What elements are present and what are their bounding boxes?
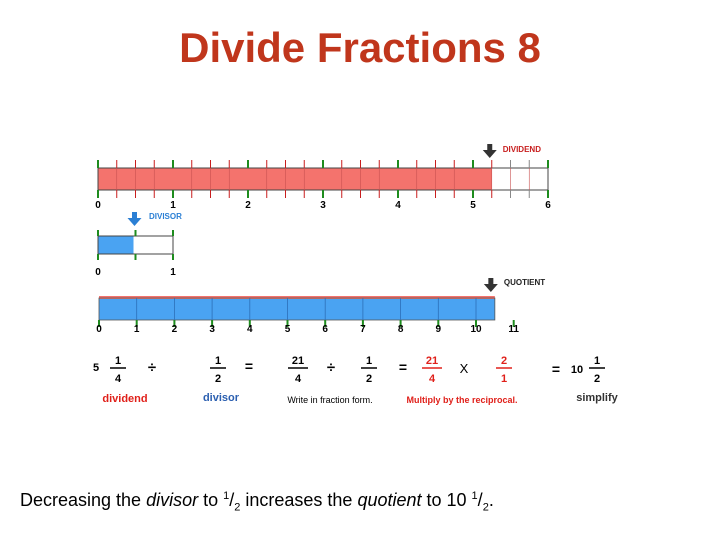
step-label-divisor: divisor: [203, 392, 240, 404]
divisor-arrow-icon: [127, 212, 142, 226]
equals-sign-3: =: [552, 361, 560, 377]
caption-part4: to 10: [421, 490, 472, 510]
divisor-tick-label: 1: [170, 267, 176, 278]
divide-sign-2: ÷: [327, 359, 335, 376]
quotient-arrow-shaft: [488, 278, 494, 285]
step-label-reciprocal: Multiply by the reciprocal.: [406, 395, 517, 405]
result-denominator: 2: [594, 373, 600, 385]
dividend-fill: [98, 168, 492, 190]
quotient-arrow-head: [483, 284, 498, 292]
dividend-tick-label: 1: [170, 200, 176, 211]
quotient-tick-label: 4: [247, 324, 253, 335]
reciprocal-right-numerator: 2: [501, 355, 507, 367]
step-label-simplify: simplify: [576, 392, 618, 404]
slide-title: Divide Fractions 8: [179, 24, 541, 71]
reciprocal-step: 21 4 X 2 1: [422, 355, 512, 385]
caption-period: .: [488, 490, 494, 510]
quotient-tick-label: 5: [285, 324, 291, 335]
quotient-tick-label: 2: [172, 324, 178, 335]
dividend-tick-label: 0: [95, 200, 101, 211]
caption-part2: to: [198, 490, 224, 510]
reciprocal-left-denominator: 4: [429, 373, 436, 385]
caption-slash: /: [229, 490, 235, 510]
quotient-tick-label: 0: [96, 324, 102, 335]
reciprocal-right-denominator: 1: [501, 373, 507, 385]
division-equation: 5 1 4 ÷ 1 2 = 21 4 ÷ 1 2 = 21 4 X 2 1 = …: [93, 355, 605, 385]
equals-sign-2: =: [399, 359, 407, 375]
dividend-tick-label: 2: [245, 200, 251, 211]
dividend-label: DIVIDEND: [503, 145, 541, 154]
dividend-tick-label: 5: [470, 200, 476, 211]
quotient-cell-dividers: [136, 298, 477, 320]
quotient-tick-label: 1: [134, 324, 140, 335]
dividend-tick-marks: [97, 160, 549, 198]
quotient-tick-label: 8: [398, 324, 404, 335]
caption-half-denominator: 2: [234, 501, 241, 514]
divisor2-denominator: 2: [366, 373, 372, 385]
result-whole: 10: [571, 364, 583, 376]
equals-sign-1: =: [245, 358, 253, 374]
caption: Decreasing the divisor to 1/2 increases …: [20, 490, 494, 514]
step-label-dividend: dividend: [102, 393, 147, 405]
quotient-bar: 0 1 2 3 4 5 6 7 8 9 10 11 QUOTIENT: [96, 278, 545, 335]
dividend-denominator: 4: [115, 373, 122, 385]
reciprocal-left-numerator: 21: [426, 355, 438, 367]
quotient-tick-label: 11: [508, 324, 519, 335]
caption-end-slash: /: [477, 490, 483, 510]
quotient-tick-label: 9: [436, 324, 442, 335]
quotient-tick-label: 7: [360, 324, 366, 335]
divisor-tick-marks: [97, 230, 174, 260]
dividend-numerator: 1: [115, 355, 121, 367]
divisor-numerator: 1: [215, 355, 221, 367]
dividend-arrow-shaft: [487, 144, 493, 151]
caption-end-numerator: 1: [471, 490, 478, 502]
caption-part3: increases the: [240, 490, 358, 510]
quotient-outline: [98, 297, 496, 321]
dividend-arrow-head: [482, 150, 497, 158]
quotient-tick-label: 10: [470, 324, 482, 335]
dividend-tick-label: 6: [545, 200, 551, 211]
divisor2-numerator: 1: [366, 355, 372, 367]
dividend-tick-label: 3: [320, 200, 326, 211]
dividend-arrow-icon: [482, 144, 497, 158]
divisor-denominator: 2: [215, 373, 221, 385]
divisor-arrow-shaft: [132, 212, 137, 219]
step-label-fraction-form: Write in fraction form.: [287, 395, 372, 405]
divide-sign: ÷: [148, 359, 156, 376]
quotient-tick-label: 3: [209, 324, 215, 335]
caption-divisor-word: divisor: [146, 490, 199, 510]
dividend-bar: 0 1 2 3 4 5 6 DIVIDEND: [95, 144, 551, 211]
dividend-tick-label: 4: [395, 200, 401, 211]
dividend-tick-labels: 0 1 2 3 4 5 6: [95, 200, 551, 211]
times-sign: X: [460, 361, 469, 376]
mixed-whole: 5: [93, 362, 99, 374]
caption-half-numerator: 1: [223, 490, 230, 502]
quotient-label: QUOTIENT: [504, 278, 545, 287]
divisor-tick-label: 0: [95, 267, 101, 278]
improper-numerator: 21: [292, 355, 304, 367]
quotient-arrow-icon: [483, 278, 498, 292]
quotient-fill: [99, 299, 495, 320]
caption-end-denominator: 2: [482, 501, 489, 514]
quotient-tick-label: 6: [322, 324, 328, 335]
quotient-tick-labels: 0 1 2 3 4 5 6 7 8 9 10 11: [96, 324, 519, 335]
divisor-fill: [98, 236, 134, 254]
improper-denominator: 4: [295, 373, 302, 385]
caption-part1: Decreasing the: [20, 490, 147, 510]
quotient-tick-marks: [98, 320, 515, 327]
divisor-label: DIVISOR: [149, 212, 182, 221]
divisor-arrow-head: [127, 218, 142, 226]
result-numerator: 1: [594, 355, 600, 367]
caption-quotient-word: quotient: [357, 490, 422, 510]
